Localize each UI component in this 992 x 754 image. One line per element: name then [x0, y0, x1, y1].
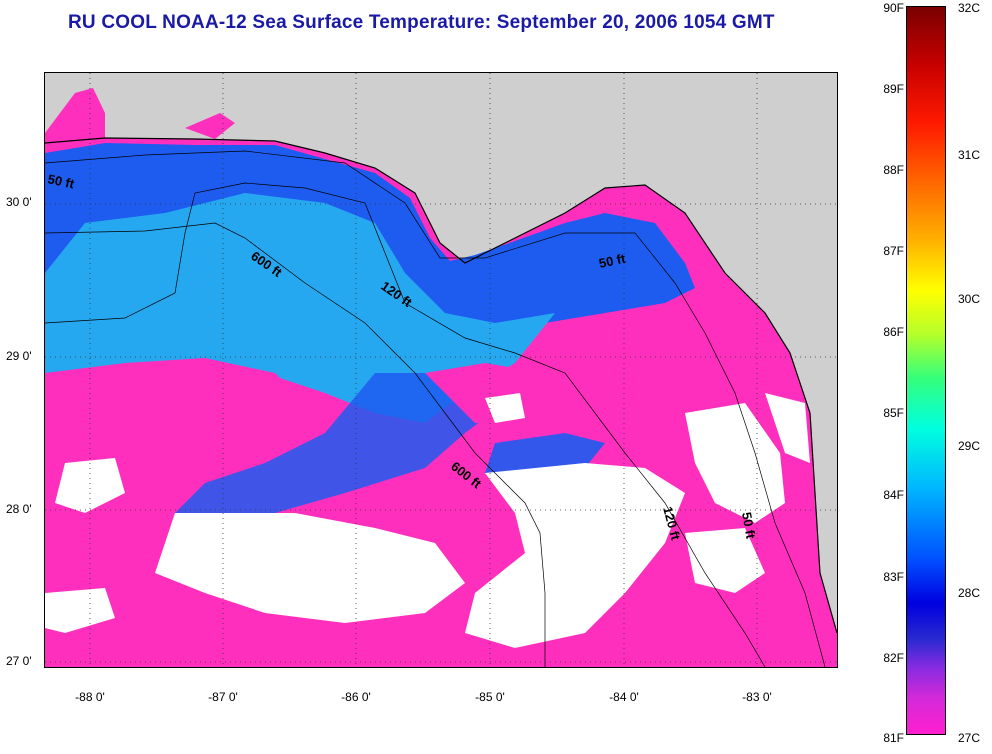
colorbar-f-label: 89F [883, 82, 904, 96]
cloud-area [55, 458, 125, 513]
colorbar-f-label: 82F [883, 651, 904, 665]
contour-label: 50 ft [739, 511, 759, 541]
colorbar-c-label: 31C [958, 148, 981, 162]
warm-patch [425, 363, 565, 423]
colorbar-c-label: 29C [958, 439, 981, 453]
cloud-area [765, 393, 810, 463]
map-title: RU COOL NOAA-12 Sea Surface Temperature:… [68, 12, 775, 33]
cloud-area [685, 403, 785, 523]
lat-label: 29 0' [6, 349, 32, 363]
colorbar-f-label: 88F [883, 163, 904, 177]
colorbar-f-label: 85F [883, 406, 904, 420]
sst-map-graphic: 50 ft 600 ft 120 ft 50 ft 600 ft 120 ft … [45, 73, 837, 667]
bay-pink [185, 113, 235, 139]
bay-pink [45, 88, 105, 153]
cloud-area [155, 513, 465, 623]
lon-label: -84 0' [609, 690, 639, 704]
lon-label: -85 0' [475, 690, 505, 704]
cloud-area [45, 588, 115, 633]
colorbar-c-label: 32C [958, 1, 981, 15]
colorbar-f-label: 84F [883, 488, 904, 502]
sst-map: 50 ft 600 ft 120 ft 50 ft 600 ft 120 ft … [44, 72, 838, 668]
lon-label: -88 0' [75, 690, 105, 704]
contour-label: 50 ft [46, 171, 76, 191]
lon-label: -87 0' [208, 690, 238, 704]
cloud-area [465, 463, 685, 648]
colorbar-f-label: 86F [883, 325, 904, 339]
lon-label: -86 0' [341, 690, 371, 704]
colorbar-f-label: 90F [883, 1, 904, 15]
colorbar-c-label: 30C [958, 292, 981, 306]
depth-contour-50 [45, 150, 826, 667]
lat-label: 27 0' [6, 654, 32, 668]
colorbar-f-label: 81F [883, 731, 904, 745]
colorbar-c-label: 27C [958, 731, 981, 745]
colorbar-c-label: 28C [958, 586, 981, 600]
colorbar-f-label: 87F [883, 244, 904, 258]
coastline [45, 137, 837, 634]
cool-water [175, 373, 505, 528]
contour-label: 50 ft [598, 251, 628, 271]
depth-contour-600 [45, 222, 546, 667]
colorbar-f-label: 83F [883, 570, 904, 584]
temperature-colorbar [906, 6, 946, 735]
lon-label: -83 0' [742, 690, 772, 704]
cloud-area [485, 393, 525, 423]
warm-patch [605, 303, 765, 433]
depth-contour-120 [45, 182, 766, 667]
grid-lines [45, 73, 837, 667]
lat-label: 28 0' [6, 502, 32, 516]
lat-label: 30 0' [6, 195, 32, 209]
cloud-area [685, 528, 765, 593]
